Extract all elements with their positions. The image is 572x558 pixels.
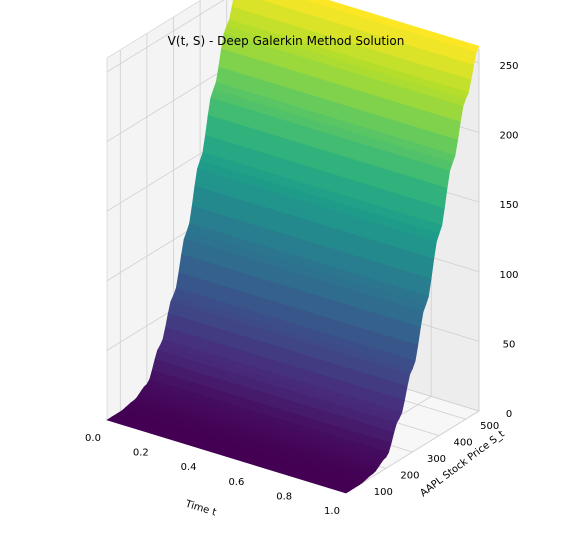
x-tick-label: 0.4 xyxy=(181,462,197,473)
surface-mesh xyxy=(106,0,480,494)
z-tick-label: 0 xyxy=(506,409,512,420)
y-tick-label: 400 xyxy=(454,438,473,449)
z-tick-label: 100 xyxy=(499,270,518,281)
x-tick-label: 1.0 xyxy=(324,506,340,517)
z-tick-label: 50 xyxy=(503,339,516,350)
y-tick-label: 100 xyxy=(374,487,393,498)
z-tick-label: 150 xyxy=(499,200,518,211)
grid-line-z xyxy=(106,0,225,73)
x-tick-label: 0.6 xyxy=(228,477,244,488)
y-tick-label: 500 xyxy=(480,421,499,432)
z-tick-label: 200 xyxy=(499,131,518,142)
y-tick-label: 200 xyxy=(400,470,419,481)
surface-strip xyxy=(106,418,350,494)
y-tick-label: 300 xyxy=(427,454,446,465)
tick-labels: 0.0 0.2 0.4 0.6 0.8 1.0 100 200 300 400 500 0 50 100 1… xyxy=(85,61,519,517)
x-tick-label: 0.8 xyxy=(276,491,292,502)
x-tick-label: 0.2 xyxy=(133,448,149,459)
chart-title: V(t, S) - Deep Galerkin Method Solution xyxy=(168,34,405,48)
z-tick-label: 250 xyxy=(499,61,518,72)
x-axis-label: Time t xyxy=(183,498,217,518)
x-tick-label: 0.0 xyxy=(85,433,101,444)
